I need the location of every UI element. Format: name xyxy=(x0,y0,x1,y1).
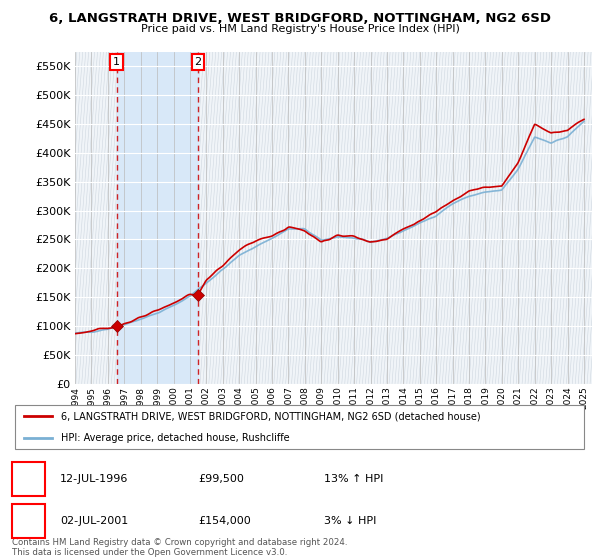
Text: 1: 1 xyxy=(113,57,120,67)
Text: 12-JUL-1996: 12-JUL-1996 xyxy=(60,474,128,484)
Text: £154,000: £154,000 xyxy=(198,516,251,526)
Text: 3% ↓ HPI: 3% ↓ HPI xyxy=(324,516,376,526)
Text: 6, LANGSTRATH DRIVE, WEST BRIDGFORD, NOTTINGHAM, NG2 6SD: 6, LANGSTRATH DRIVE, WEST BRIDGFORD, NOT… xyxy=(49,12,551,25)
Text: HPI: Average price, detached house, Rushcliffe: HPI: Average price, detached house, Rush… xyxy=(61,433,290,443)
Text: 02-JUL-2001: 02-JUL-2001 xyxy=(60,516,128,526)
Text: Price paid vs. HM Land Registry's House Price Index (HPI): Price paid vs. HM Land Registry's House … xyxy=(140,24,460,34)
Text: 1: 1 xyxy=(24,472,33,486)
Text: 2: 2 xyxy=(24,514,33,528)
Text: 13% ↑ HPI: 13% ↑ HPI xyxy=(324,474,383,484)
Text: Contains HM Land Registry data © Crown copyright and database right 2024.
This d: Contains HM Land Registry data © Crown c… xyxy=(12,538,347,557)
FancyBboxPatch shape xyxy=(15,405,584,449)
Text: £99,500: £99,500 xyxy=(198,474,244,484)
Text: 6, LANGSTRATH DRIVE, WEST BRIDGFORD, NOTTINGHAM, NG2 6SD (detached house): 6, LANGSTRATH DRIVE, WEST BRIDGFORD, NOT… xyxy=(61,411,481,421)
Text: 2: 2 xyxy=(194,57,202,67)
Bar xyxy=(116,52,198,384)
